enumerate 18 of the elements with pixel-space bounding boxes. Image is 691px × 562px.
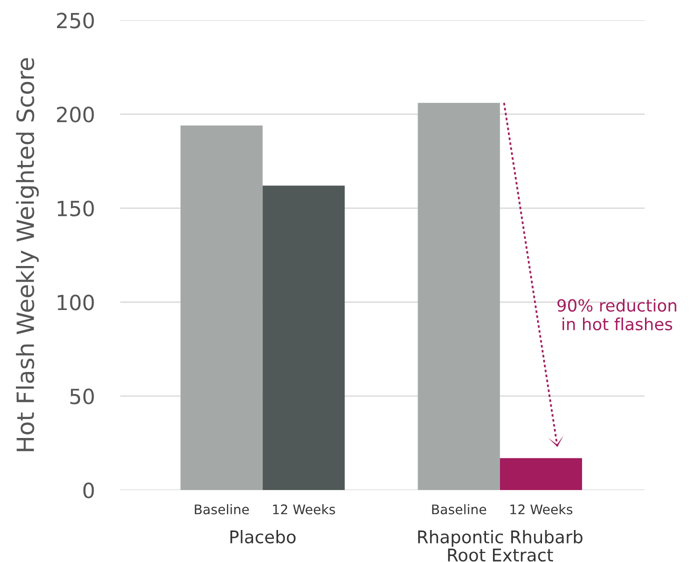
series-label: Baseline (194, 504, 249, 514)
bar (262, 186, 345, 490)
bar (500, 458, 582, 490)
y-tick-label: 50 (70, 388, 94, 404)
y-tick-label: 0 (83, 482, 94, 498)
text: Baseline (432, 504, 486, 514)
bar (418, 102, 500, 490)
annotation: 90% reduction in hot flashes (557, 298, 676, 330)
y-tick-label: 200 (56, 106, 94, 122)
y-tick-label: 100 (58, 294, 94, 310)
y-tick-label: 150 (58, 200, 94, 216)
y-tick-label: 250 (56, 12, 94, 28)
x-tick-label: Placebo (230, 530, 296, 544)
x-tick-label: Rhapontic Rhubarb Root Extract (418, 530, 582, 562)
y-axis-title: Hot Flash Weekly Weighted Score (16, 58, 39, 452)
bar (180, 125, 263, 490)
series-label: 12 Weeks (273, 504, 336, 514)
text: 12 Weeks (510, 504, 572, 514)
